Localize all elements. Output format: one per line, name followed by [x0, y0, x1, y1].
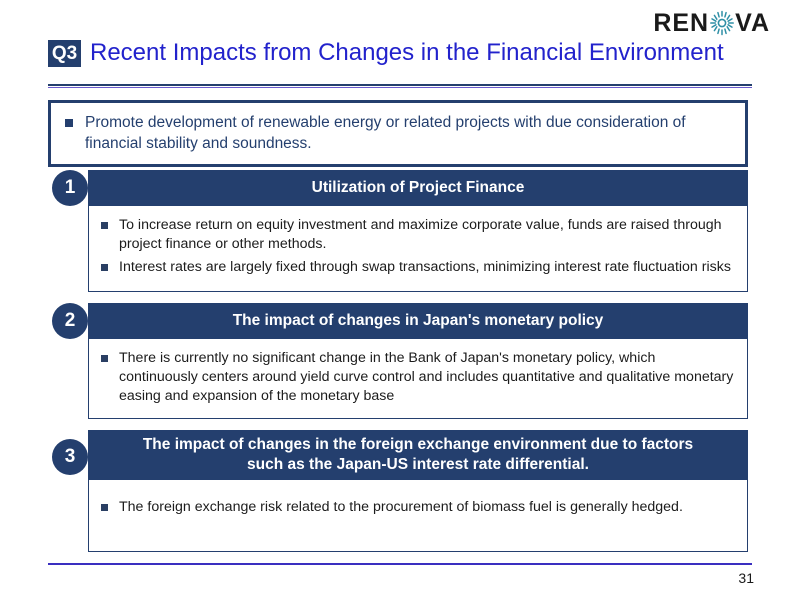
list-item-text: To increase return on equity investment …: [119, 217, 722, 252]
sunburst-icon: [709, 10, 735, 36]
intro-callout: Promote development of renewable energy …: [48, 100, 748, 167]
section-inner: Utilization of Project Finance To increa…: [88, 170, 748, 292]
square-bullet-icon: [101, 264, 108, 271]
section-body: The foreign exchange risk related to the…: [88, 480, 748, 552]
square-bullet-icon: [101, 355, 108, 362]
section-number-badge: 1: [52, 170, 88, 206]
list-item: To increase return on equity investment …: [101, 216, 735, 254]
section-number-badge: 2: [52, 303, 88, 339]
section-body: To increase return on equity investment …: [88, 206, 748, 292]
section-number-badge: 3: [52, 439, 88, 475]
square-bullet-icon: [65, 119, 73, 127]
list-item-text: There is currently no significant change…: [119, 350, 734, 404]
list-item-text: The foreign exchange risk related to the…: [119, 499, 683, 515]
list-item: The foreign exchange risk related to the…: [101, 498, 735, 517]
intro-bullet-text: Promote development of renewable energy …: [85, 114, 686, 152]
footer-divider: [48, 563, 752, 565]
section-header: The impact of changes in Japan's monetar…: [88, 303, 748, 339]
renova-logo: REN VA: [653, 10, 770, 36]
section-inner: The impact of changes in Japan's monetar…: [88, 303, 748, 419]
section-header-line: Utilization of Project Finance: [311, 179, 525, 196]
square-bullet-icon: [101, 504, 108, 511]
list-item: Interest rates are largely fixed through…: [101, 258, 735, 277]
page-title-text: Recent Impacts from Changes in the Finan…: [90, 39, 724, 66]
quarter-badge: Q3: [48, 39, 81, 67]
section-inner: The impact of changes in the foreign exc…: [88, 430, 748, 552]
page-title: Q3 Recent Impacts from Changes in the Fi…: [48, 36, 760, 70]
logo-text-left: REN: [653, 9, 710, 37]
list-item: There is currently no significant change…: [101, 349, 735, 406]
section-body: There is currently no significant change…: [88, 339, 748, 419]
section-header-line: The impact of changes in the foreign exc…: [142, 436, 694, 453]
section-header-line: such as the Japan-US interest rate diffe…: [247, 456, 589, 473]
section-header: Utilization of Project Finance: [88, 170, 748, 206]
list-item-text: Interest rates are largely fixed through…: [119, 259, 731, 275]
section-header: The impact of changes in the foreign exc…: [88, 430, 748, 480]
square-bullet-icon: [101, 222, 108, 229]
section-header-line: The impact of changes in Japan's monetar…: [232, 312, 604, 329]
intro-bullet-item: Promote development of renewable energy …: [65, 112, 731, 154]
logo-text-right: VA: [735, 9, 770, 37]
page-number: 31: [738, 570, 754, 586]
title-divider: [48, 84, 752, 88]
